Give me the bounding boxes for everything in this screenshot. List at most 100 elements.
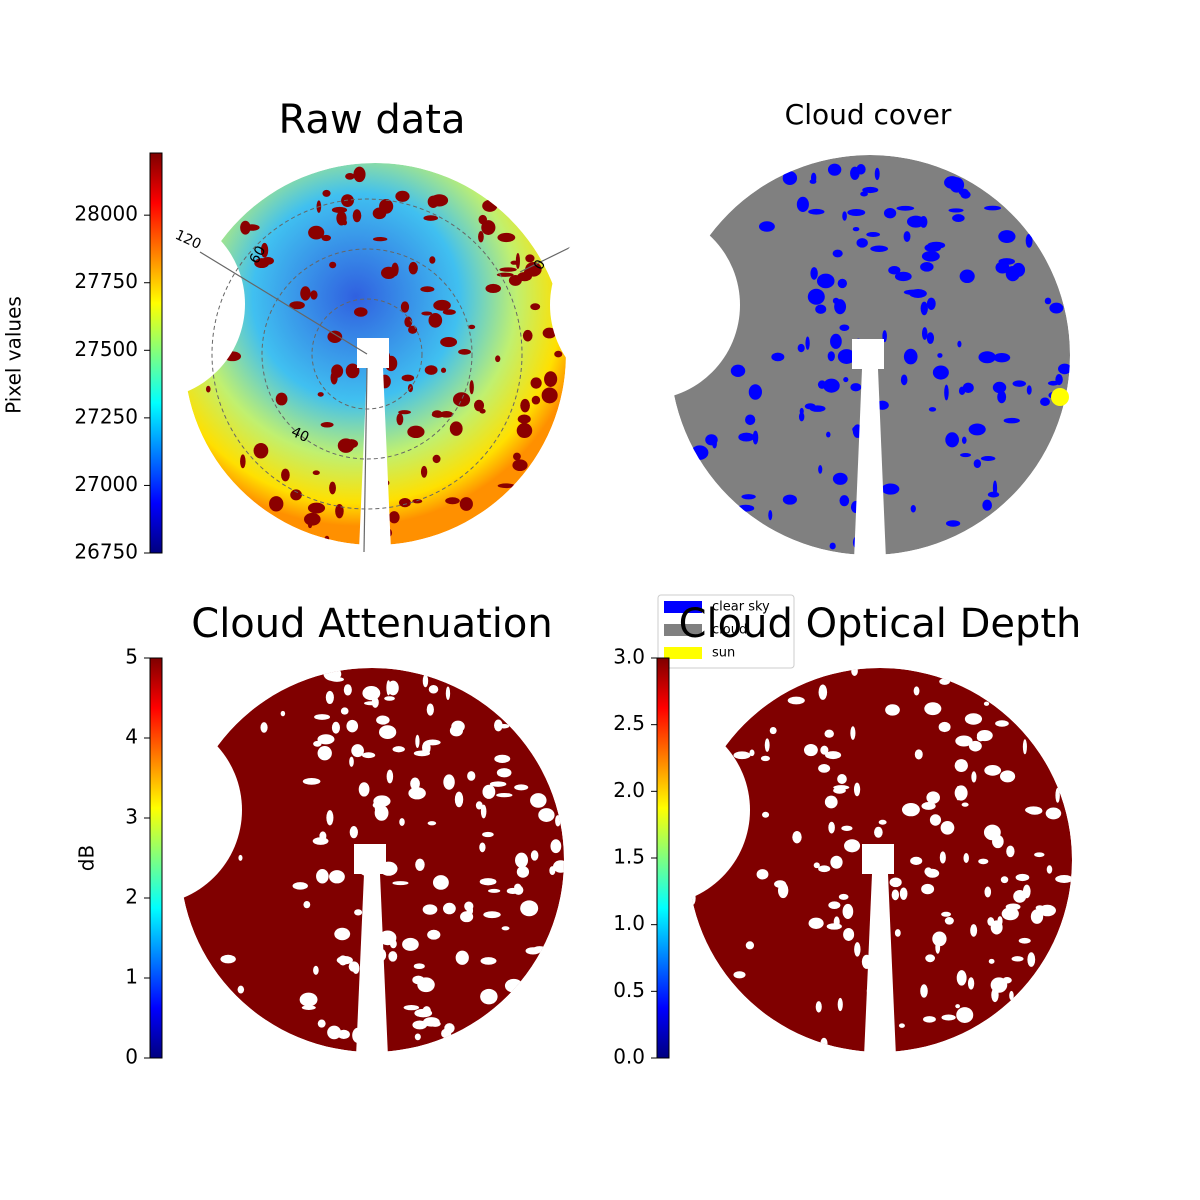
cloud-patch: [926, 297, 936, 310]
cloud-patch: [837, 349, 856, 364]
cloud-patch: [900, 374, 908, 386]
cloud-patch: [782, 494, 797, 505]
panel-title: Cloud Optical Depth: [679, 601, 1082, 647]
cloud-patch: [317, 746, 332, 761]
cloud-patch: [948, 208, 964, 213]
cloud-patch: [889, 877, 902, 888]
cloud-patch: [525, 262, 542, 277]
mask: [550, 210, 740, 400]
cloud-patch: [818, 684, 828, 700]
cloud-patch: [482, 831, 494, 838]
cloud-patch: [1035, 905, 1044, 911]
cloud-patch: [331, 364, 344, 378]
colorbar-tick-label: 2: [125, 885, 138, 909]
cloud-patch: [881, 483, 900, 495]
cloud-patch: [304, 512, 321, 526]
cloud-patch: [777, 882, 789, 899]
cloud-patch: [752, 430, 759, 445]
cloud-patch: [733, 751, 751, 760]
colorbar-tick-label: 0.0: [613, 1045, 645, 1069]
cloud-patch: [337, 438, 355, 453]
mask: [854, 369, 886, 560]
cloud-patch: [992, 381, 1007, 394]
cloud-patch: [292, 882, 308, 890]
cloud-patch: [992, 834, 1004, 849]
cloud-patch: [983, 701, 990, 706]
cloud-patch: [432, 410, 443, 417]
cloud-patch: [427, 929, 441, 940]
cloud-patch: [956, 970, 967, 986]
cloud-patch: [479, 842, 486, 853]
legend-swatch: [664, 601, 702, 613]
cloud-patch: [954, 785, 968, 801]
cloud-patch: [844, 839, 861, 853]
cloud-patch: [862, 186, 879, 194]
colorbar-label: Pixel values: [2, 296, 26, 414]
cloud-patch: [541, 387, 558, 404]
cloud-patch: [402, 937, 419, 951]
cloud-patch: [1003, 417, 1020, 424]
cloud-patch: [978, 858, 989, 865]
cloud-patch: [976, 733, 985, 742]
cloud-patch: [445, 686, 451, 700]
cloud-patch: [1018, 937, 1031, 944]
cloud-patch: [514, 784, 529, 791]
cloud-patch: [549, 866, 556, 876]
cloud-patch: [525, 254, 535, 263]
polar-annotation: 40: [289, 424, 312, 446]
cloud-patch: [805, 336, 810, 350]
cloud-patch: [531, 395, 541, 405]
cloud-patch: [935, 941, 941, 954]
cloud-patch: [423, 215, 438, 221]
cloud-patch: [820, 745, 829, 755]
cloud-patch: [497, 483, 516, 489]
cloud-patch: [353, 166, 366, 183]
cloud-patch: [384, 696, 395, 701]
cloud-patch: [467, 771, 476, 781]
cloud-patch: [920, 262, 934, 272]
cloud-patch: [238, 854, 243, 861]
cloud-patch: [926, 791, 940, 804]
cloud-patch: [1015, 873, 1030, 882]
cloud-patch: [963, 852, 969, 864]
cloud-patch: [944, 384, 949, 401]
cloud-patch: [325, 690, 334, 705]
colorbar: [149, 657, 163, 1059]
cloud-patch: [1040, 397, 1050, 406]
cloud-patch: [303, 900, 311, 909]
polar-annotation: 60: [247, 243, 270, 266]
cloud-patch: [968, 740, 982, 752]
cloud-patch: [856, 238, 868, 248]
colorbar-tick-label: 2.0: [613, 778, 645, 802]
cloud-patch: [833, 787, 846, 794]
mask: [862, 844, 894, 874]
cloud-patch: [301, 1005, 316, 1010]
cloud-patch: [269, 496, 284, 512]
cloud-patch: [480, 988, 498, 1005]
cloud-patch: [542, 327, 557, 339]
cloud-patch: [329, 676, 344, 682]
cloud-patch: [782, 171, 798, 185]
cloud-patch: [354, 909, 363, 916]
cloud-patch: [442, 902, 456, 915]
cloud-patch: [260, 242, 269, 258]
cloud-patch: [816, 273, 835, 289]
cloud-patch: [1030, 909, 1044, 924]
cloud-patch: [1000, 770, 1016, 783]
cloud-patch: [504, 978, 523, 993]
cloud-patch: [479, 878, 497, 886]
cloud-patch: [307, 502, 326, 514]
cloud-patch: [984, 765, 1002, 776]
cloud-patch: [392, 746, 405, 753]
cloud-patch: [820, 1037, 828, 1049]
cloud-patch: [894, 929, 901, 937]
cloud-patch: [516, 866, 530, 878]
colorbar-tick-label: 28000: [74, 202, 138, 226]
cloud-patch: [771, 352, 785, 362]
cloud-patch: [939, 851, 946, 864]
cloud-patch: [832, 249, 843, 258]
cloud-patch: [401, 374, 415, 382]
cloud-patch: [823, 378, 840, 393]
cloud-patch: [386, 769, 394, 784]
cloud-patch: [925, 954, 935, 963]
